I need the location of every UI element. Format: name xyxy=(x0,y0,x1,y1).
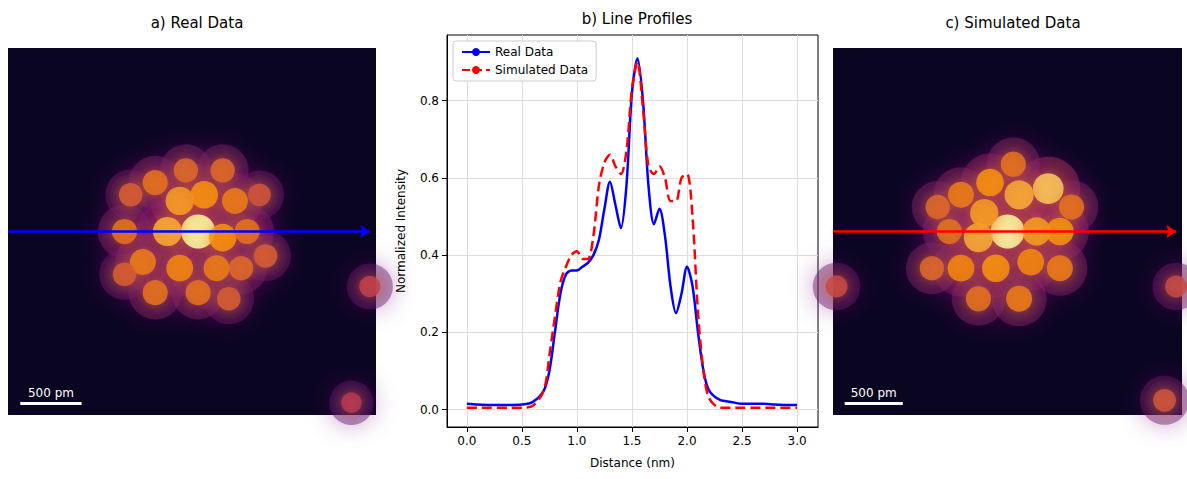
svg-text:3.0: 3.0 xyxy=(788,434,807,448)
svg-text:1.5: 1.5 xyxy=(622,434,641,448)
svg-text:Normalized Intensity: Normalized Intensity xyxy=(394,169,408,293)
svg-text:0.2: 0.2 xyxy=(420,325,439,339)
svg-text:0.6: 0.6 xyxy=(420,171,439,185)
svg-text:b) Line Profiles: b) Line Profiles xyxy=(582,10,693,28)
svg-text:2.5: 2.5 xyxy=(732,434,751,448)
svg-text:0.0: 0.0 xyxy=(420,403,439,417)
svg-text:a) Real Data: a) Real Data xyxy=(151,14,244,32)
svg-text:Distance (nm): Distance (nm) xyxy=(590,456,675,470)
svg-text:Simulated Data: Simulated Data xyxy=(495,63,588,77)
svg-text:c) Simulated Data: c) Simulated Data xyxy=(945,14,1080,32)
svg-text:500 pm: 500 pm xyxy=(28,386,74,400)
svg-text:500 pm: 500 pm xyxy=(851,386,897,400)
svg-text:1.0: 1.0 xyxy=(567,434,586,448)
svg-text:Real Data: Real Data xyxy=(495,45,553,59)
svg-text:0.4: 0.4 xyxy=(420,248,439,262)
svg-text:0.0: 0.0 xyxy=(457,434,476,448)
svg-text:2.0: 2.0 xyxy=(677,434,696,448)
svg-text:0.5: 0.5 xyxy=(512,434,531,448)
svg-text:0.8: 0.8 xyxy=(420,94,439,108)
